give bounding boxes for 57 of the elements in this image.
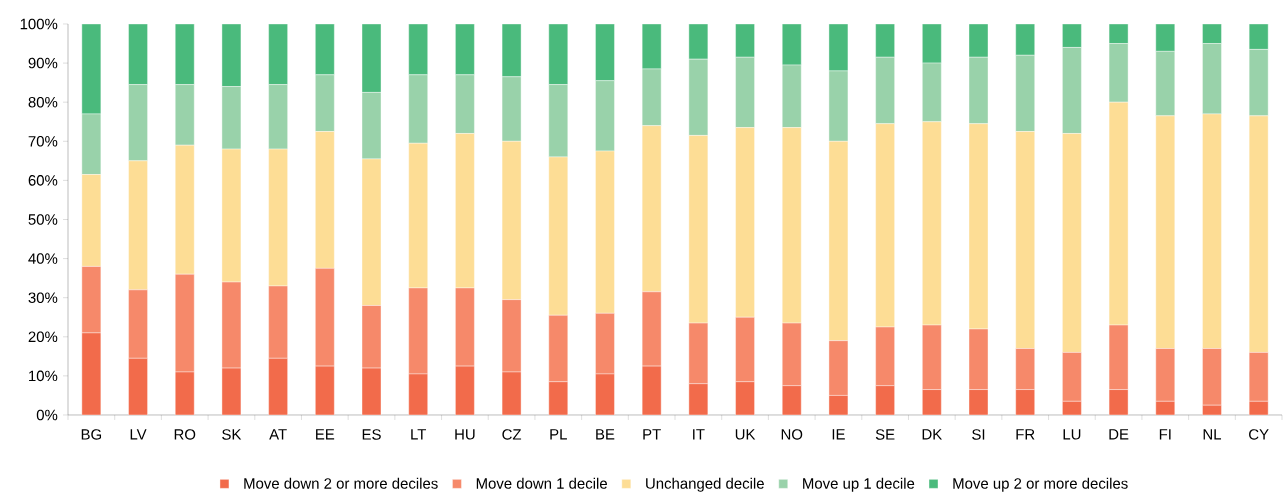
y-tick-label: 80% [28, 96, 58, 108]
bar [1015, 23, 1035, 56]
bar [548, 23, 568, 85]
x-tick-label: PL [550, 429, 567, 440]
bar [735, 23, 755, 58]
x-tick-label: SE [875, 429, 895, 440]
x-tick-label: RO [174, 429, 196, 440]
y-tick-label: 60% [28, 175, 58, 186]
x-tick-label: AT [269, 429, 287, 440]
legend-label: Unchanged decile [646, 477, 764, 492]
x-tick-label: LU [1063, 429, 1081, 440]
legend-label: Move up 2 or more deciles [953, 477, 1128, 492]
x-tick-label: NO [781, 429, 803, 440]
x-tick-label: HU [455, 429, 475, 440]
legend-label: Move down 1 decile [476, 477, 607, 489]
x-tick-label: BE [596, 429, 615, 440]
x-tick-label: LT [411, 429, 427, 440]
x-tick-label: DE [1109, 429, 1129, 440]
bar [175, 23, 195, 85]
bar [455, 23, 475, 76]
y-tick-label: 10% [29, 370, 58, 382]
x-tick-label: FI [1159, 429, 1171, 440]
bar [875, 23, 895, 58]
y-tick-label: 90% [28, 57, 58, 69]
bar [922, 23, 942, 64]
x-tick-label: NL [1203, 429, 1222, 440]
bar [1155, 23, 1175, 52]
y-tick-label: 70% [28, 135, 58, 147]
x-tick-label: PT [643, 429, 661, 440]
y-tick-label: 0% [36, 409, 58, 421]
bar [315, 23, 335, 76]
x-tick-label: BG [81, 429, 102, 440]
x-tick-label: SI [972, 429, 985, 440]
y-tick-label: 100% [20, 18, 58, 30]
bar [408, 23, 428, 76]
y-tick-label: 50% [28, 214, 58, 225]
x-tick-label: SK [222, 429, 242, 440]
y-tick-label: 40% [28, 253, 58, 264]
x-tick-label: LV [130, 429, 147, 440]
bar [268, 23, 288, 85]
legend-label: Move down 2 or more deciles [244, 477, 438, 489]
y-tick-label: 20% [28, 331, 58, 343]
x-tick-label: IT [693, 429, 705, 440]
bar [782, 23, 802, 66]
bar [128, 23, 148, 85]
x-tick-label: CZ [502, 429, 522, 440]
legend-label: Move up 1 decile [803, 477, 915, 492]
bar [595, 23, 615, 81]
x-tick-label: EE [316, 429, 335, 440]
x-tick-label: FR [1016, 429, 1035, 440]
bar [641, 23, 662, 70]
x-tick-label: DK [922, 429, 943, 440]
y-tick-label: 30% [28, 292, 58, 303]
x-tick-label: ES [362, 429, 381, 440]
x-tick-label: IE [832, 429, 845, 440]
x-tick-label: UK [735, 429, 756, 440]
x-tick-label: CY [1249, 429, 1269, 440]
